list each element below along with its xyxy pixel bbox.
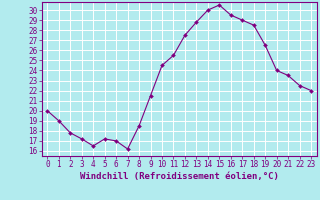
X-axis label: Windchill (Refroidissement éolien,°C): Windchill (Refroidissement éolien,°C) xyxy=(80,172,279,181)
